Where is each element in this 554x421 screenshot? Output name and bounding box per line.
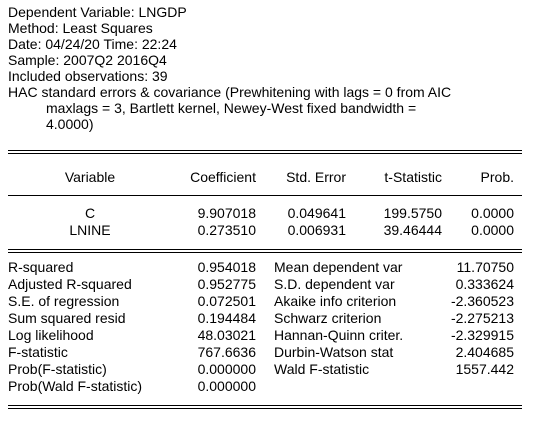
- stat-label: S.D. dependent var: [274, 276, 395, 292]
- stat-value: 0.954018: [197, 259, 256, 275]
- table-top-rule-2: [8, 153, 522, 154]
- stat-label: Mean dependent var: [274, 259, 403, 275]
- stat-value: 0.194484: [197, 310, 256, 326]
- dependent-variable-line: Dependent Variable: LNGDP: [8, 4, 187, 20]
- coef-rule-2: [8, 252, 522, 253]
- observations-line: Included observations: 39: [8, 68, 168, 84]
- bottom-rule-2: [8, 408, 522, 409]
- bottom-rule-1: [8, 405, 522, 406]
- stat-value: 11.70750: [456, 259, 514, 275]
- stat-label: Log likelihood: [8, 327, 94, 343]
- coefficient-value: 0.273510: [197, 222, 256, 238]
- stat-value: 0.333624: [455, 276, 514, 292]
- stat-label: Wald F-statistic: [274, 361, 370, 377]
- col-header-std-error: Std. Error: [286, 169, 346, 185]
- stat-label: Durbin-Watson stat: [274, 344, 394, 360]
- stat-value: 0.072501: [197, 293, 256, 309]
- stat-label: Adjusted R-squared: [8, 276, 132, 292]
- header-rule: [8, 195, 522, 196]
- stat-label: R-squared: [8, 259, 74, 275]
- stat-label: Sum squared resid: [8, 310, 126, 326]
- stat-label: S.E. of regression: [8, 293, 120, 309]
- std-error-value: 0.049641: [287, 205, 346, 221]
- col-header-t-statistic: t-Statistic: [384, 169, 442, 185]
- sample-line: Sample: 2007Q2 2016Q4: [8, 52, 167, 68]
- prob-value: 0.0000: [471, 222, 514, 238]
- col-header-variable: Variable: [64, 169, 116, 185]
- coefficient-value: 9.907018: [197, 205, 256, 221]
- coef-rule-1: [8, 249, 522, 250]
- std-error-value: 0.006931: [287, 222, 346, 238]
- table-top-rule: [8, 150, 522, 151]
- t-statistic-value: 39.46444: [383, 222, 442, 238]
- stat-value: -2.329915: [450, 327, 514, 343]
- date-time-line: Date: 04/24/20 Time: 22:24: [8, 36, 177, 52]
- hac-line-2: maxlags = 3, Bartlett kernel, Newey-West…: [46, 100, 417, 116]
- method-line: Method: Least Squares: [8, 20, 153, 36]
- stat-label: Prob(F-statistic): [8, 361, 107, 377]
- stat-label: Hannan-Quinn criter.: [274, 327, 404, 343]
- stat-value: -2.360523: [450, 293, 514, 309]
- stat-label: F-statistic: [8, 344, 68, 360]
- stat-label: Akaike info criterion: [274, 293, 397, 309]
- stat-value: 767.6636: [197, 344, 256, 360]
- stat-value: 2.404685: [455, 344, 514, 360]
- stat-value: -2.275213: [450, 310, 514, 326]
- stat-value: 0.952775: [197, 276, 256, 292]
- stat-value: 0.000000: [197, 378, 256, 394]
- col-header-coefficient: Coefficient: [190, 169, 256, 185]
- hac-line-3: 4.0000): [46, 116, 94, 132]
- prob-value: 0.0000: [471, 205, 514, 221]
- col-header-prob: Prob.: [480, 169, 514, 185]
- stat-label: Prob(Wald F-statistic): [8, 378, 143, 394]
- stat-value: 1557.442: [455, 361, 514, 377]
- hac-line-1: HAC standard errors & covariance (Prewhi…: [8, 84, 452, 100]
- t-statistic-value: 199.5750: [383, 205, 442, 221]
- stat-value: 0.000000: [197, 361, 256, 377]
- stat-value: 48.03021: [197, 327, 256, 343]
- var-name: C: [84, 205, 96, 221]
- var-name: LNINE: [69, 222, 111, 238]
- stat-label: Schwarz criterion: [274, 310, 382, 326]
